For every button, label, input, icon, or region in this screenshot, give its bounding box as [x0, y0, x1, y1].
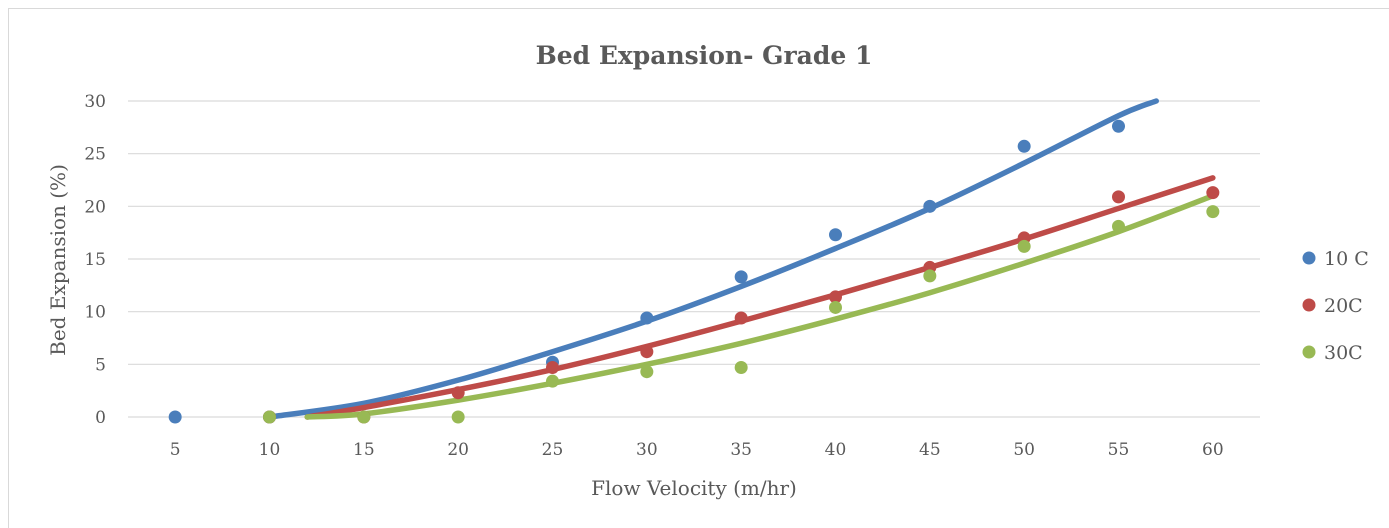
y-tick-label: 0 [95, 408, 106, 428]
x-tick-label: 10 [259, 440, 281, 460]
x-axis-label: Flow Velocity (m/hr) [591, 476, 797, 500]
data-point [640, 345, 654, 359]
data-point [168, 410, 182, 424]
data-point [1112, 119, 1125, 133]
data-points [168, 119, 1220, 424]
data-point [640, 365, 654, 379]
data-point [829, 290, 842, 304]
x-axis-ticks: 5 10 15 20 25 30 35 40 45 50 55 60 [170, 440, 1224, 460]
x-tick-label: 30 [636, 440, 658, 460]
y-tick-label: 30 [84, 92, 106, 112]
data-point [640, 311, 654, 325]
x-tick-label: 45 [919, 440, 941, 460]
data-point [734, 360, 748, 374]
x-tick-label: 5 [170, 440, 181, 460]
y-tick-label: 20 [84, 197, 106, 217]
y-axis-ticks: 0 5 10 15 20 25 30 [84, 92, 106, 428]
y-tick-label: 10 [84, 303, 106, 323]
data-point [734, 311, 748, 325]
y-tick-label: 15 [84, 250, 106, 270]
x-tick-label: 25 [542, 440, 564, 460]
y-tick-label: 5 [95, 355, 106, 375]
trendline-0 [266, 98, 1159, 420]
data-point [1017, 239, 1031, 253]
chart-title: Bed Expansion- Grade 1 [536, 41, 873, 70]
data-point [1206, 186, 1220, 200]
y-tick-label: 25 [84, 145, 106, 165]
data-point [734, 270, 748, 284]
data-point [829, 228, 842, 242]
x-tick-label: 35 [730, 440, 752, 460]
x-tick-label: 15 [353, 440, 375, 460]
legend-label: 30C [1324, 342, 1363, 364]
legend-marker [1302, 345, 1316, 359]
data-point [923, 199, 937, 213]
chart-border [8, 8, 1389, 528]
x-tick-label: 55 [1108, 440, 1130, 460]
y-axis-label: Bed Expansion (%) [46, 164, 70, 356]
trendline-2 [304, 193, 1216, 420]
data-point [546, 374, 559, 388]
data-point [357, 410, 371, 424]
legend-marker [1302, 298, 1316, 312]
data-point [1017, 139, 1031, 153]
legend-label: 20C [1324, 295, 1363, 317]
data-point [546, 360, 559, 374]
x-tick-label: 60 [1202, 440, 1224, 460]
data-point [451, 386, 465, 400]
data-point [451, 410, 465, 424]
trendline-1 [304, 175, 1216, 420]
legend-label: 10 C [1324, 248, 1369, 270]
data-point [1206, 205, 1220, 219]
data-point [263, 410, 276, 424]
x-tick-label: 50 [1013, 440, 1035, 460]
gridlines [128, 100, 1260, 418]
x-tick-label: 20 [447, 440, 469, 460]
data-point [1112, 219, 1125, 233]
legend: 10 C 20C 30C [1302, 248, 1369, 364]
data-point [829, 300, 842, 314]
legend-marker [1302, 251, 1316, 265]
data-point [923, 269, 937, 283]
x-tick-label: 40 [825, 440, 847, 460]
data-point [1112, 190, 1125, 204]
